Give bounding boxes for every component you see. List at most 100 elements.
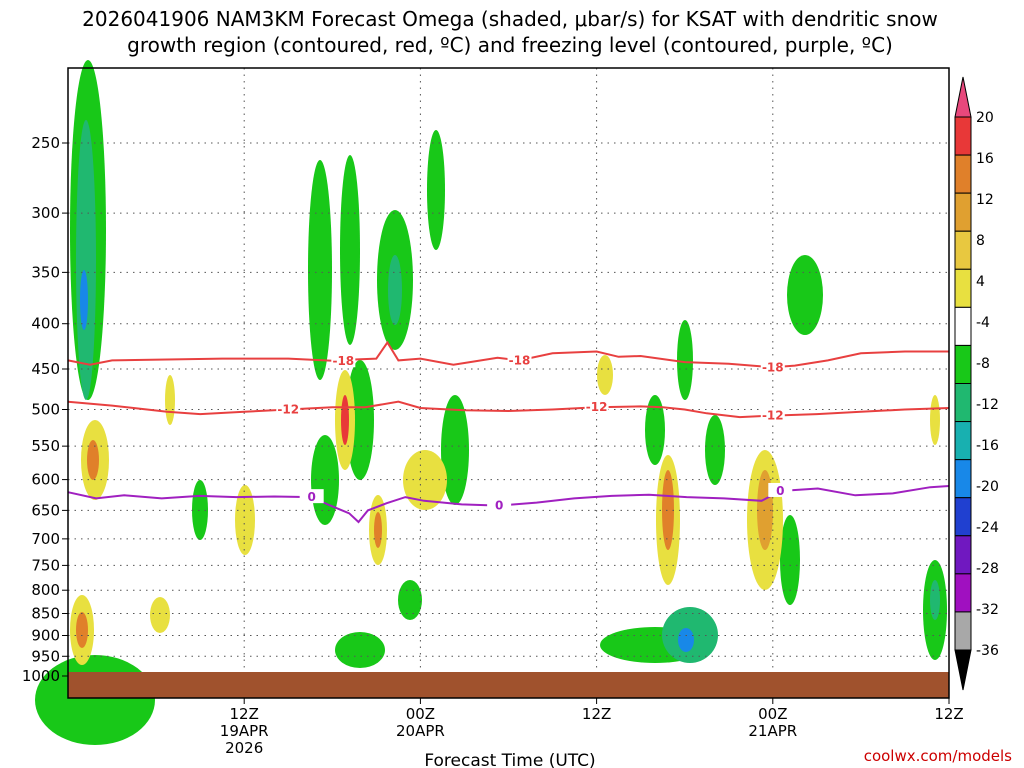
x-tick-label: 12Z [934, 705, 963, 723]
y-tick-label: 950 [31, 647, 60, 665]
contour-label-bg [760, 407, 785, 422]
colorbar-swatch [954, 306, 972, 346]
colorbar-swatch [954, 497, 972, 537]
contour-label: -12 [762, 409, 784, 423]
omega-region [678, 628, 694, 652]
x-tick-label: 19APR [220, 722, 269, 740]
colorbar-label: -12 [976, 397, 999, 413]
y-tick-label: 850 [31, 605, 60, 623]
y-tick-label: 550 [31, 437, 60, 455]
colorbar-label: -24 [976, 520, 999, 536]
y-tick-label: 300 [31, 204, 60, 222]
omega-region [705, 415, 725, 485]
omega-region [340, 155, 360, 345]
omega-region [374, 512, 382, 548]
colorbar-swatch [954, 421, 972, 461]
omega-region [76, 612, 88, 648]
y-tick-label: 650 [31, 501, 60, 519]
omega-region [930, 580, 940, 620]
colorbar-swatch [954, 535, 972, 575]
y-axis: 250 300 350 400 450 500 550 600 650 700 750 800 850 9… [22, 134, 68, 685]
x-tick-label: 12Z [230, 705, 259, 723]
credit-text: coolwx.com/models [864, 747, 1012, 765]
colorbar-swatch [954, 383, 972, 423]
omega-region [398, 580, 422, 620]
contour-label-bg [507, 352, 532, 367]
y-tick-label: 900 [31, 626, 60, 644]
omega-region [335, 632, 385, 668]
contour-label: 0 [776, 484, 784, 498]
y-tick-label: 600 [31, 471, 60, 489]
plot-area: -18 -18 -18 -12 -12 -12 0 0 0 [35, 60, 950, 745]
omega-region [150, 597, 170, 633]
omega-region [235, 485, 255, 555]
colorbar-label: 4 [976, 274, 985, 290]
chart-title-line-1: 2026041906 NAM3KM Forecast Omega (shaded… [82, 7, 938, 31]
y-tick-label: 1000 [22, 667, 60, 685]
y-tick-label: 450 [31, 360, 60, 378]
colorbar-label: 12 [976, 192, 994, 208]
contour-label: -18 [332, 354, 354, 368]
y-tick-label: 350 [31, 263, 60, 281]
omega-region [388, 255, 402, 325]
omega-region [192, 480, 208, 540]
omega-region [308, 160, 332, 380]
y-tick-label: 750 [31, 556, 60, 574]
colorbar-label: 20 [976, 110, 994, 126]
omega-region [645, 395, 665, 465]
y-tick-label: 500 [31, 401, 60, 419]
ground-below-surface [68, 672, 949, 698]
x-axis-title: Forecast Time (UTC) [424, 751, 595, 768]
omega-region [597, 355, 613, 395]
contour-label-bg [276, 401, 301, 416]
contour-label-bg [584, 399, 609, 414]
colorbar-swatch [954, 459, 972, 499]
y-tick-label: 400 [31, 315, 60, 333]
colorbar-swatch [954, 192, 972, 232]
contour-label-bg [487, 497, 512, 512]
colorbar-top-arrow [954, 76, 972, 118]
x-tick-label: 00Z [758, 705, 787, 723]
chart-title-line-2: growth region (contoured, red, ºC) and f… [127, 33, 893, 57]
colorbar-label: -16 [976, 438, 999, 454]
contour-label-bg [299, 489, 324, 504]
omega-region [441, 395, 469, 505]
y-tick-label: 250 [31, 134, 60, 152]
omega-region [930, 395, 940, 445]
omega-region [677, 320, 693, 400]
colorbar-label: -20 [976, 479, 999, 495]
contour-label: -18 [762, 360, 784, 374]
omega-region [780, 515, 800, 605]
y-tick-label: 700 [31, 530, 60, 548]
colorbar-swatch [954, 230, 972, 270]
omega-region [165, 375, 175, 425]
omega-region [662, 470, 674, 550]
omega-region [80, 270, 88, 330]
colorbar-swatch [954, 116, 972, 156]
colorbar-swatch [954, 611, 972, 651]
colorbar-swatch [954, 573, 972, 613]
colorbar-label: -32 [976, 602, 999, 618]
contour-label-bg [760, 359, 785, 374]
colorbar-bottom-arrow [954, 649, 972, 691]
colorbar-label: -4 [976, 315, 990, 331]
colorbar-swatch [954, 344, 972, 384]
contour-label: -12 [277, 403, 299, 417]
colorbar-label: -28 [976, 561, 999, 577]
temperature-contours: -18 -18 -18 -12 -12 -12 0 0 0 [67, 340, 950, 524]
colorbar-label: 8 [976, 233, 985, 249]
omega-region [76, 120, 96, 400]
contour-label: 0 [308, 490, 316, 504]
colorbar-label: -8 [976, 356, 990, 372]
contour-label: -12 [586, 400, 608, 414]
colorbar-label: -36 [976, 643, 999, 659]
colorbar-swatch [954, 268, 972, 308]
x-tick-label: 2026 [225, 739, 263, 757]
colorbar-swatch [954, 154, 972, 194]
omega-region [341, 395, 349, 445]
colorbar: 20 16 12 8 4 -4 -8 -12 -16 -20 -24 -28 -32 -36 [954, 76, 999, 691]
x-tick-label: 20APR [396, 722, 445, 740]
omega-region [787, 255, 823, 335]
